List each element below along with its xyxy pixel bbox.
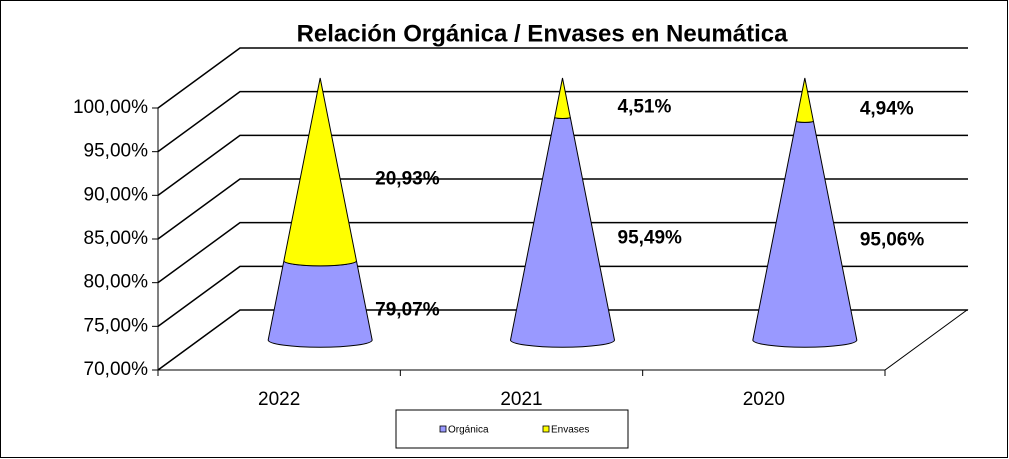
legend-swatch: [439, 425, 447, 433]
y-tick-label: 80,00%: [84, 272, 149, 293]
y-tick-label: 90,00%: [84, 184, 149, 205]
y-tick-label: 100,00%: [73, 97, 148, 118]
x-tick-label: 2020: [743, 389, 785, 410]
grid-line: [157, 309, 968, 371]
value-label: 95,06%: [860, 230, 925, 251]
legend-label: Envases: [551, 425, 589, 436]
cone-segment: [283, 77, 357, 267]
y-tick-label: 95,00%: [84, 141, 149, 162]
grid-line: [157, 90, 968, 153]
x-tick-label: 2022: [258, 389, 300, 410]
value-label: 95,49%: [618, 228, 683, 249]
grid-line: [157, 47, 968, 109]
legend-label: Orgánica: [448, 425, 489, 436]
grid-line: [157, 221, 968, 284]
value-label: 79,07%: [375, 299, 440, 320]
y-tick-label: 75,00%: [84, 315, 149, 336]
x-tick-label: 2021: [500, 389, 542, 410]
y-tick-label: 70,00%: [84, 359, 149, 380]
grid-line: [157, 178, 968, 240]
chart-title: Relación Orgánica / Envases en Neumática: [297, 20, 789, 47]
legend-box: [395, 409, 629, 449]
y-tick-label: 85,00%: [84, 228, 149, 249]
grid-line: [157, 265, 968, 327]
cone-segment: [267, 260, 373, 348]
value-label: 4,51%: [618, 97, 672, 118]
value-label: 4,94%: [860, 99, 914, 120]
value-label: 20,93%: [375, 168, 440, 189]
grid-line: [157, 134, 968, 196]
cone-segment: [554, 77, 571, 119]
cone-segment: [795, 77, 814, 123]
legend-swatch: [542, 425, 550, 433]
